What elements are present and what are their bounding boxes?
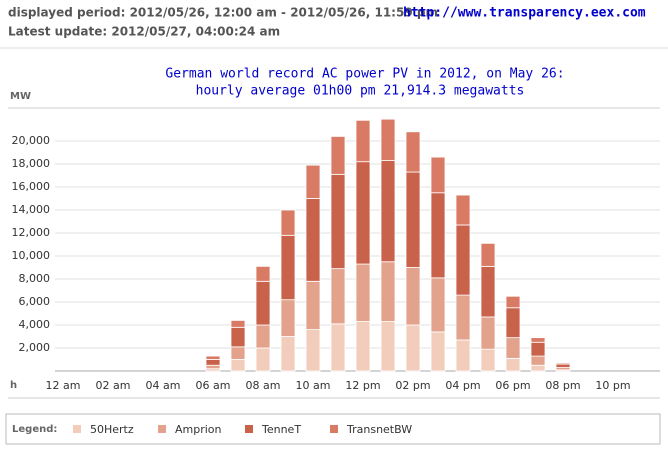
x-tick-label: 02 am (96, 379, 131, 392)
bar-segment (380, 261, 396, 322)
bar-segment (355, 263, 371, 322)
bar-segment (505, 337, 521, 359)
bar-segment (230, 326, 246, 348)
bar-segment (355, 119, 371, 163)
bar-segment (330, 323, 346, 372)
legend-swatch (73, 425, 81, 433)
legend-label: TransnetBW (346, 423, 412, 436)
bar-segment (380, 118, 396, 161)
bar-segment (330, 135, 346, 175)
bar-segment (505, 357, 521, 372)
y-tick-label: 8,000 (19, 272, 51, 285)
latest-update: Latest update: 2012/05/27, 04:00:24 am (8, 25, 280, 39)
bar-segment (530, 341, 546, 357)
chart-title: German world record AC power PV in 2012,… (165, 67, 564, 82)
y-tick-label: 12,000 (12, 226, 51, 239)
bar-segment (230, 319, 246, 328)
legend-label: TenneT (261, 423, 301, 436)
chart-subtitle: hourly average 01h00 pm 21,914.3 megawat… (196, 84, 525, 99)
legend-title: Legend: (12, 424, 57, 435)
y-tick-label: 18,000 (12, 157, 51, 170)
bar-segment (480, 316, 496, 350)
bar-segment (530, 355, 546, 366)
bar-segment (555, 363, 571, 368)
bar-segment (255, 324, 271, 349)
bar-segment (255, 347, 271, 372)
x-tick-label: 08 am (246, 379, 281, 392)
x-tick-label: 10 am (296, 379, 331, 392)
bar-segment (280, 299, 296, 337)
x-tick-label: 12 am (46, 379, 81, 392)
y-axis-label: MW (10, 91, 31, 102)
x-tick-label: 04 am (146, 379, 181, 392)
x-tick-label: 02 pm (395, 379, 430, 392)
bar-segment (455, 194, 471, 226)
bar-segment (255, 265, 271, 282)
bar-segment (280, 234, 296, 301)
displayed-period: displayed period: 2012/05/26, 12:00 am -… (8, 6, 438, 20)
bar-segment (405, 324, 421, 372)
bar-segment (430, 192, 446, 279)
bar-segment (305, 329, 321, 372)
bar-segment (455, 339, 471, 372)
x-tick-label: 04 pm (445, 379, 480, 392)
bar-segment (480, 348, 496, 372)
bar-segment (480, 242, 496, 267)
bar-segment (455, 294, 471, 341)
source-url: http://www.transparency.eex.com (403, 6, 646, 21)
bar-segment (205, 359, 221, 366)
bar-segment (330, 173, 346, 270)
y-tick-label: 14,000 (12, 203, 51, 216)
legend-label: Amprion (175, 423, 222, 436)
bar-segment (280, 336, 296, 372)
bar-segment (405, 131, 421, 173)
bar-segment (205, 355, 221, 360)
bar-segment (530, 337, 546, 343)
bar-segment (530, 364, 546, 372)
y-tick-label: 16,000 (12, 180, 51, 193)
bar-segment (355, 161, 371, 265)
bar-segment (405, 267, 421, 326)
bar-segment (255, 280, 271, 326)
bar-segment (405, 171, 421, 268)
x-tick-label: 06 pm (495, 379, 530, 392)
bar-segment (230, 346, 246, 360)
y-tick-label: 6,000 (19, 295, 51, 308)
bar-segment (330, 268, 346, 325)
y-tick-label: 20,000 (12, 134, 51, 147)
bar-segment (430, 156, 446, 194)
bar-segment (380, 321, 396, 372)
y-tick-label: 2,000 (19, 341, 51, 354)
legend-swatch (245, 425, 253, 433)
x-tick-label: 10 pm (595, 379, 630, 392)
x-tick-label: 08 pm (545, 379, 580, 392)
bar-segment (480, 265, 496, 318)
legend-label: 50Hertz (90, 423, 134, 436)
bar-segment (305, 164, 321, 199)
bar-segment (305, 280, 321, 330)
y-tick-label: 10,000 (12, 249, 51, 262)
x-tick-label: 12 pm (345, 379, 380, 392)
y-tick-label: 4,000 (19, 318, 51, 331)
bar-segment (430, 331, 446, 372)
x-tick-label: 06 am (196, 379, 231, 392)
bar-segment (230, 359, 246, 372)
bar-segment (205, 364, 221, 370)
bar-segment (380, 160, 396, 263)
bar-segment (280, 209, 296, 236)
bar-segment (430, 277, 446, 333)
bar-segment (505, 295, 521, 309)
bar-segment (355, 321, 371, 372)
x-axis-label: h (10, 380, 17, 391)
bar-segment (505, 307, 521, 339)
bar-segment (455, 224, 471, 296)
bar-segment (305, 198, 321, 282)
legend-swatch (330, 425, 338, 433)
legend-swatch (158, 425, 166, 433)
bar-segment (555, 362, 571, 365)
